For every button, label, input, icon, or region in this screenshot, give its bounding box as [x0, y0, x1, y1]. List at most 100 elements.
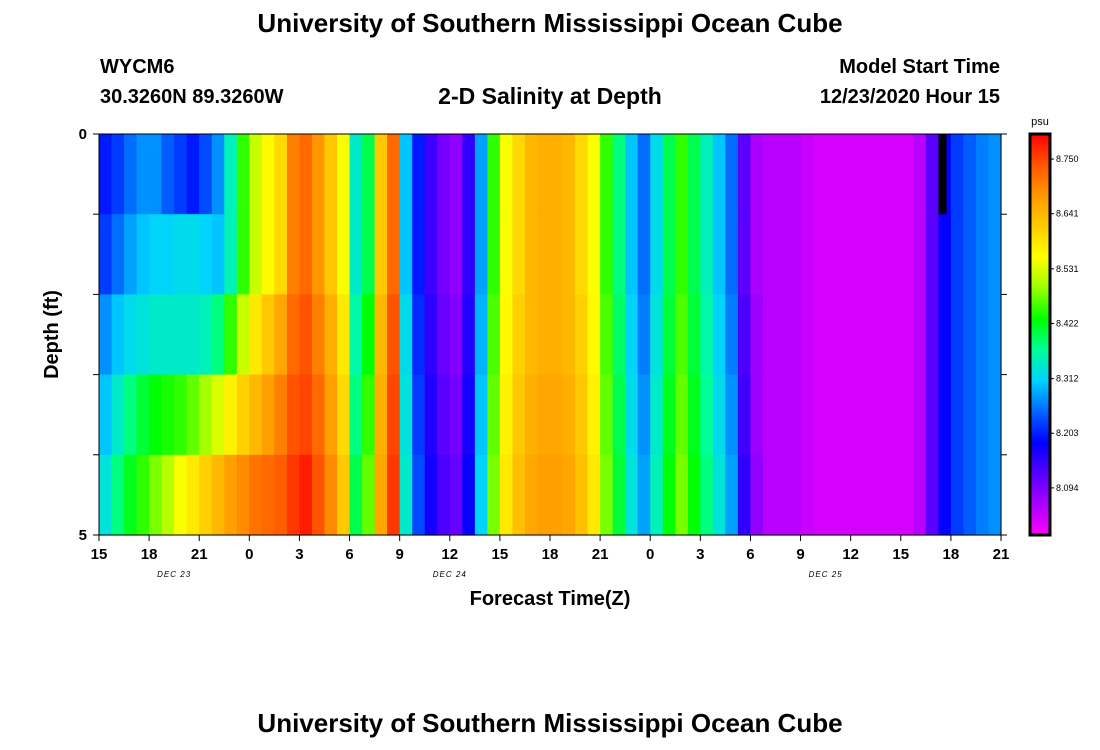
heatmap-cell — [374, 214, 388, 295]
heatmap-cell — [875, 134, 889, 215]
heatmap-cell — [449, 454, 463, 536]
heatmap-cell — [174, 374, 188, 456]
heatmap-cell — [161, 134, 175, 215]
heatmap-cell — [199, 294, 213, 376]
heatmap-cell — [725, 134, 739, 215]
heatmap-cell — [99, 454, 113, 536]
heatmap-cell — [687, 214, 701, 295]
heatmap-cell — [637, 214, 651, 295]
heatmap-cell — [850, 214, 864, 295]
heatmap-cell — [737, 294, 752, 376]
heatmap-cell — [750, 214, 764, 295]
heatmap-cell — [975, 134, 990, 215]
heatmap-cell — [236, 374, 250, 456]
heatmap-cell — [487, 454, 501, 536]
heatmap-cell — [474, 134, 488, 215]
x-tick-label: 12 — [441, 546, 458, 563]
heatmap-cell — [587, 134, 601, 215]
chart-title: 2-D Salinity at Depth — [438, 83, 662, 109]
heatmap-cell — [512, 454, 526, 536]
heatmap-cell — [825, 454, 839, 536]
heatmap-cell — [524, 294, 539, 376]
heatmap-cell — [963, 454, 977, 536]
heatmap-cell — [900, 454, 914, 536]
x-tick-label: 12 — [842, 546, 859, 563]
heatmap-cell — [575, 134, 589, 215]
heatmap-cell — [224, 294, 238, 376]
heatmap-cell — [399, 214, 413, 295]
heatmap-cell — [149, 374, 163, 456]
heatmap-cell — [712, 134, 726, 215]
heatmap-cell — [299, 134, 313, 215]
colorbar-tick-label: 8.531 — [1056, 264, 1079, 274]
heatmap-cell — [387, 134, 401, 215]
heatmap-cell — [249, 294, 263, 376]
heatmap-cell — [950, 214, 965, 295]
heatmap-cell — [725, 454, 739, 536]
heatmap-cell — [124, 214, 138, 295]
heatmap-cell — [211, 374, 225, 456]
heatmap-cell — [199, 374, 213, 456]
heatmap-cell — [863, 454, 877, 536]
station-id: WYCM6 — [100, 56, 175, 78]
heatmap-cell — [575, 214, 589, 295]
heatmap-cell — [925, 294, 939, 376]
heatmap-cell — [562, 374, 576, 456]
x-date-label: DEC 23 — [157, 570, 191, 579]
heatmap-cell — [687, 134, 701, 215]
heatmap-cell — [762, 214, 777, 295]
heatmap-cell — [349, 134, 363, 215]
heatmap-cell — [938, 374, 952, 456]
heatmap-cell — [462, 374, 476, 456]
heatmap-cell — [236, 134, 250, 215]
heatmap-cell — [813, 134, 827, 215]
heatmap-cell — [349, 454, 363, 536]
heatmap-cell — [550, 454, 564, 536]
heatmap-cell — [687, 374, 701, 456]
y-axis: 0 5 Depth (ft) — [41, 126, 1007, 544]
heatmap-cell — [925, 374, 939, 456]
x-tick-label: 0 — [245, 546, 253, 563]
heatmap-cell — [737, 134, 752, 215]
heatmap-cell — [387, 454, 401, 536]
heatmap-cell — [900, 214, 914, 295]
heatmap-cell — [362, 294, 376, 376]
heatmap-cell — [587, 374, 601, 456]
heatmap-cell — [337, 454, 351, 536]
heatmap-cell — [587, 454, 601, 536]
heatmap-cell — [299, 454, 313, 536]
heatmap-cell — [286, 454, 301, 536]
heatmap-cell — [474, 294, 488, 376]
model-start-value: 12/23/2020 Hour 15 — [819, 86, 1000, 108]
heatmap-cell — [788, 214, 802, 295]
heatmap-cell — [687, 294, 701, 376]
heatmap-cell — [762, 454, 777, 536]
heatmap-cell — [963, 214, 977, 295]
heatmap-cell — [712, 454, 726, 536]
heatmap-cell — [161, 374, 175, 456]
heatmap-cell — [337, 294, 351, 376]
x-tick-label: 0 — [646, 546, 654, 563]
heatmap-cell — [975, 454, 990, 536]
heatmap-cell — [362, 454, 376, 536]
heatmap-cell — [675, 454, 689, 536]
heatmap-cell — [474, 454, 488, 536]
heatmap-cell — [274, 454, 288, 536]
heatmap-cell — [913, 214, 927, 295]
heatmap-cell — [412, 294, 426, 376]
heatmap-cell — [625, 294, 639, 376]
heatmap-cell — [775, 214, 789, 295]
heatmap-cell — [499, 294, 514, 376]
heatmap-cell — [99, 374, 113, 456]
heatmap-cell — [512, 374, 526, 456]
heatmap-cell — [988, 374, 1002, 456]
heatmap-cell — [111, 214, 125, 295]
heatmap-cell — [437, 294, 451, 376]
heatmap-cell — [487, 214, 501, 295]
heatmap-cell — [825, 294, 839, 376]
heatmap-cell — [111, 374, 125, 456]
heatmap-cell — [462, 134, 476, 215]
heatmap-cell — [424, 294, 438, 376]
heatmap-cell — [725, 214, 739, 295]
heatmap-cell — [587, 294, 601, 376]
